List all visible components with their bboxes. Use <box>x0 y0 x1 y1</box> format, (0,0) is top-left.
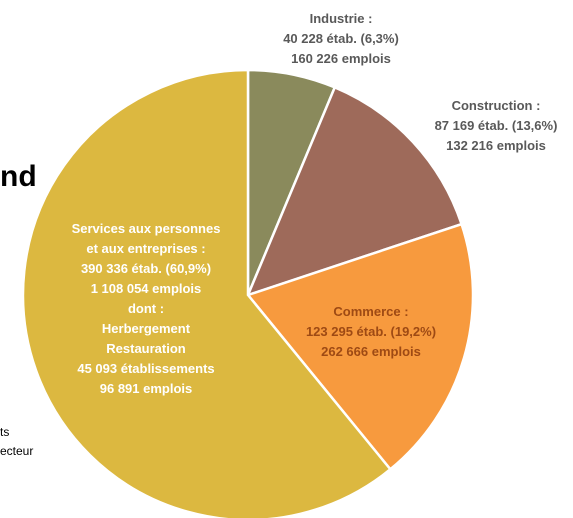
slice-label-line: et aux entreprises : <box>86 241 205 256</box>
slice-label-line: 160 226 emplois <box>291 51 391 66</box>
partial-heading: nd <box>0 160 37 193</box>
slice-label-line: Services aux personnes <box>72 221 221 236</box>
slice-label-line: 87 169 étab. (13,6%) <box>435 118 558 133</box>
slice-label-line: 45 093 établissements <box>77 361 214 376</box>
pie-slice-commerce <box>245 222 475 472</box>
slice-label-line: 96 891 emplois <box>100 381 193 396</box>
slice-label-line: 132 216 emplois <box>446 138 546 153</box>
slice-label-line: Herbergement <box>102 321 191 336</box>
slice-label-industrie: Industrie : 40 228 étab. (6,3%) 160 226 em… <box>283 11 399 66</box>
slice-label-commerce: Commerce : 123 295 étab. (19,2%) 262 666 e… <box>306 304 436 359</box>
slice-label-construction: Construction : 87 169 étab. (13,6%) 132 21… <box>435 98 558 153</box>
partial-text-line: ecteur <box>0 444 34 458</box>
slice-label-line: 390 336 étab. (60,9%) <box>81 261 211 276</box>
slice-label-services: Services aux personnes et aux entreprises… <box>72 221 221 396</box>
pie-slice-services <box>21 68 393 518</box>
slice-label-line: 262 666 emplois <box>321 344 421 359</box>
slice-label-line: Industrie : <box>310 11 373 26</box>
slice-label-line: dont : <box>128 301 164 316</box>
slice-label-line: Restauration <box>106 341 186 356</box>
slice-label-line: 123 295 étab. (19,2%) <box>306 324 436 339</box>
pie-slice-construction <box>245 85 464 298</box>
partial-text-line: ts <box>0 425 10 439</box>
slice-label-line: Commerce : <box>333 304 408 319</box>
slice-label-line: Construction : <box>452 98 541 113</box>
slice-label-line: 40 228 étab. (6,3%) <box>283 31 399 46</box>
slice-label-line: 1 108 054 emplois <box>91 281 202 296</box>
